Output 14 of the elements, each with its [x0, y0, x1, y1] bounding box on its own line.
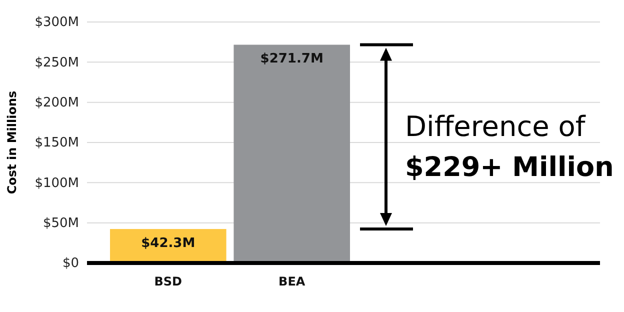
y-tick-label: $150M — [34, 136, 79, 151]
y-axis-title: Cost in Millions — [5, 90, 19, 194]
text: $229+ Million — [405, 152, 614, 183]
x-tick-label: BEA — [278, 274, 306, 289]
data-label: $271.7M — [260, 52, 324, 67]
y-tick-label: $200M — [34, 95, 79, 110]
y-tick-label: $0 — [62, 256, 79, 272]
y-tick-label: $250M — [34, 55, 79, 70]
y-tick-label: $50M — [42, 216, 79, 231]
y-tick-label: $100M — [34, 176, 79, 191]
x-tick-label: BSD — [154, 274, 182, 289]
data-label: $42.3M — [141, 236, 196, 252]
y-tick-label: $300M — [34, 15, 79, 30]
text: Difference of — [405, 110, 586, 143]
